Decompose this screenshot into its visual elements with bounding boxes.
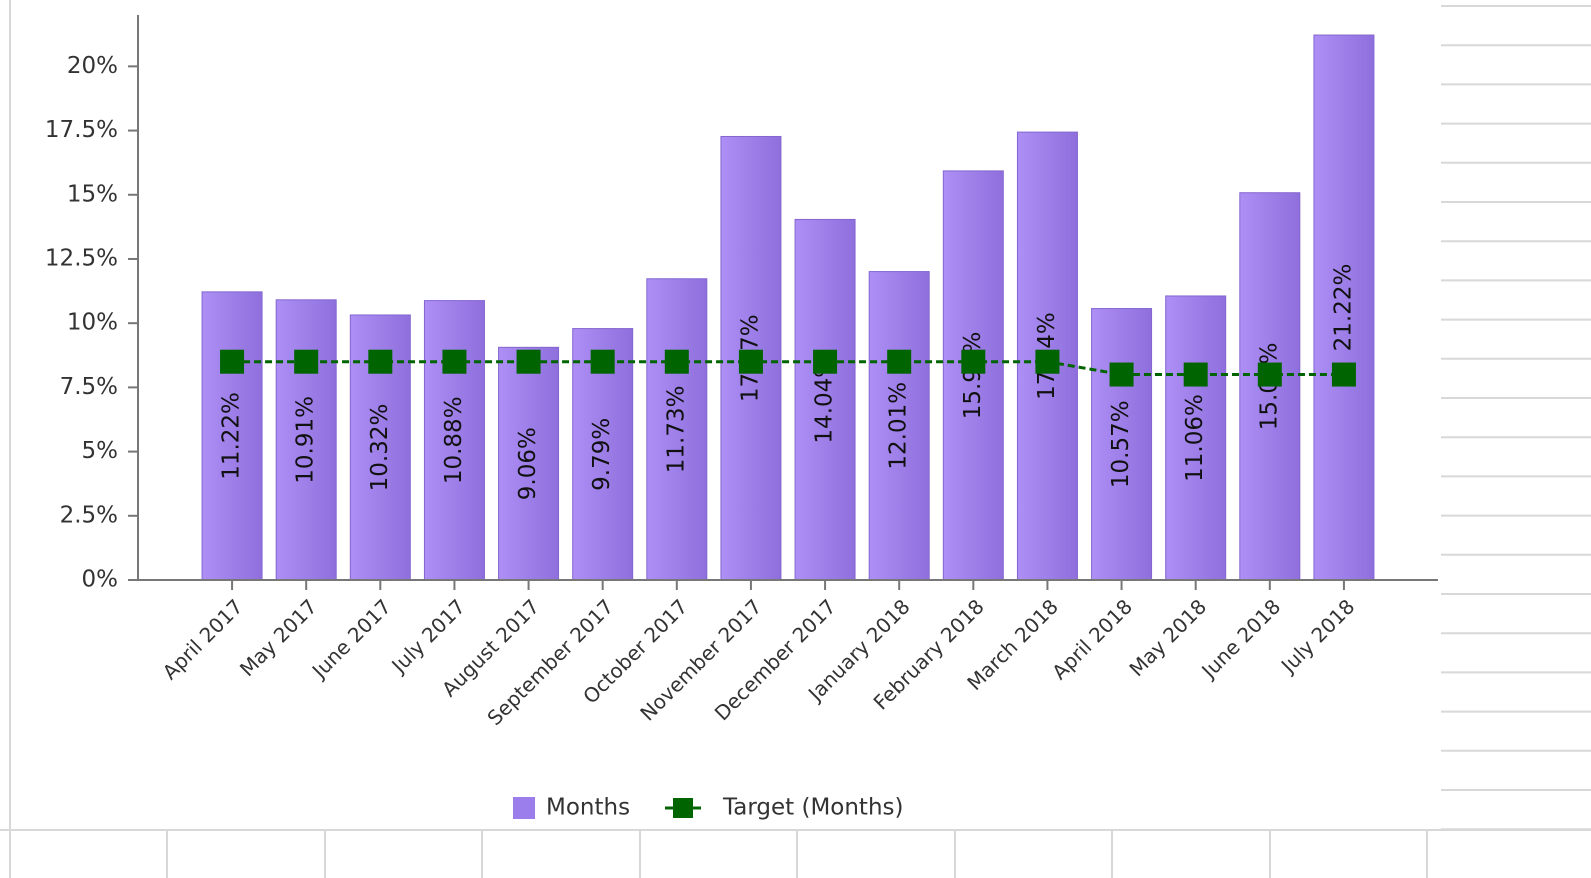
x-tick-label: April 2017 (158, 594, 248, 684)
y-tick-label: 2.5% (60, 502, 118, 528)
bar (1165, 295, 1227, 581)
bar (1091, 308, 1153, 581)
target-marker (294, 349, 319, 374)
data-label: 10.91% (293, 396, 319, 484)
data-label: 11.22% (219, 392, 245, 480)
data-label: 10.88% (441, 396, 467, 484)
x-tick-label: June 2017 (306, 594, 396, 684)
data-label: 9.79% (589, 418, 615, 491)
target-marker (738, 349, 763, 374)
data-label: 12.01% (886, 382, 912, 470)
data-label: 10.57% (1108, 400, 1134, 488)
sheet-rows (1441, 5, 1591, 831)
target-line (232, 360, 1344, 377)
y-tick-label: 15% (67, 181, 118, 207)
bar (1313, 34, 1375, 581)
y-tick-label: 7.5% (60, 374, 118, 400)
legend-label: Months (546, 795, 630, 821)
data-label: 11.73% (663, 386, 689, 474)
data-label: 11.06% (1182, 394, 1208, 482)
x-tick-label: April 2018 (1047, 594, 1137, 684)
bar (646, 278, 708, 581)
data-label: 9.06% (515, 427, 541, 500)
target-marker (1331, 362, 1356, 387)
bar (942, 170, 1004, 581)
data-label: 21.22% (1330, 264, 1356, 352)
y-tick-label: 10% (67, 310, 118, 336)
target-marker (664, 349, 689, 374)
target-marker (1035, 349, 1060, 374)
data-label: 15.93% (960, 332, 986, 420)
x-tick-label: June 2018 (1196, 594, 1286, 684)
target-marker (1109, 362, 1134, 387)
y-tick-label: 0% (82, 567, 119, 593)
bar (201, 291, 263, 581)
legend-label: Target (Months) (722, 795, 904, 821)
data-label: 10.32% (367, 404, 393, 492)
bar (868, 271, 930, 581)
x-tick-label: September 2017 (482, 594, 618, 730)
target-marker (887, 349, 912, 374)
y-tick-label: 12.5% (45, 245, 118, 271)
bar (794, 218, 856, 581)
bar (498, 346, 560, 581)
y-tick-label: 17.5% (45, 117, 118, 143)
target-marker (1183, 362, 1208, 387)
target-marker (368, 349, 393, 374)
legend-marker (673, 798, 693, 818)
target-marker (961, 349, 986, 374)
x-tick-label: July 2018 (1275, 594, 1359, 678)
y-tick-label: 20% (67, 53, 118, 79)
target-marker (516, 349, 541, 374)
target-marker (1257, 362, 1282, 387)
legend-swatch (513, 797, 535, 819)
target-marker (442, 349, 467, 374)
bar (275, 299, 337, 581)
y-tick-label: 5% (82, 438, 119, 464)
target-marker (220, 349, 245, 374)
target-marker (590, 349, 615, 374)
target-marker (813, 349, 838, 374)
